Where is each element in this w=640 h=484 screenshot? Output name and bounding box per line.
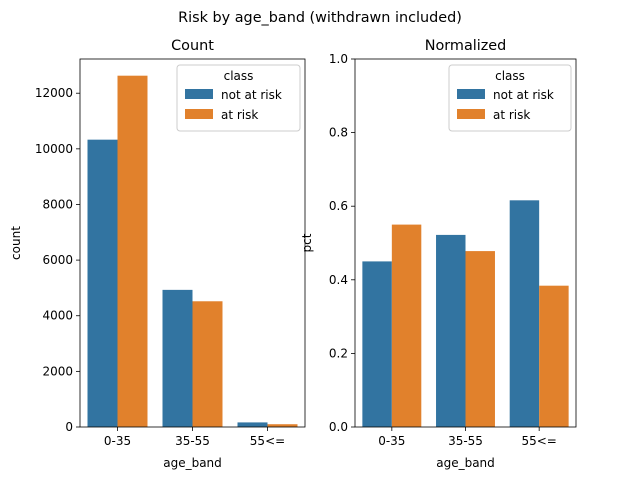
y-tick-label: 0.0: [329, 420, 348, 434]
chart-normalized: 0.0 0.2 0.4 0.6 0.8 1.0 0-35 35-55 55<= age_band p…: [300, 38, 577, 470]
y-tick-label: 6000: [42, 253, 73, 267]
bar-at-risk-55<=: [267, 424, 298, 427]
legend-label-at-risk: at risk: [493, 108, 530, 122]
bar-not-at-risk-35-55: [162, 289, 193, 427]
y-tick-label: 0.8: [329, 126, 348, 140]
chart-title: Count: [171, 38, 214, 54]
bar-not-at-risk-0-35: [87, 139, 118, 427]
bar-at-risk-35-55: [465, 251, 495, 427]
y-axis-label: count: [9, 226, 23, 260]
legend-swatch-at-risk: [457, 109, 485, 119]
y-tick-label: 0.6: [329, 199, 348, 213]
legend-label-not-at-risk: not at risk: [493, 88, 554, 102]
legend: class not at risk at risk: [448, 64, 572, 132]
chart-title: Normalized: [425, 38, 507, 54]
x-tick-label: 35-55: [175, 434, 210, 448]
y-tick-label: 1.0: [329, 52, 348, 66]
x-axis-label: age_band: [163, 456, 222, 470]
y-axis-label: pct: [300, 233, 314, 252]
y-tick-label: 12000: [35, 86, 73, 100]
x-tick-label: 55<=: [521, 434, 556, 448]
bar-not-at-risk-0-35: [362, 261, 392, 427]
bar-not-at-risk-35-55: [436, 234, 466, 427]
x-tick-label: 0-35: [104, 434, 131, 448]
bar-at-risk-0-35: [117, 75, 148, 428]
legend-swatch-not-at-risk: [185, 89, 213, 99]
x-axis-label: age_band: [436, 456, 495, 470]
y-tick-label: 0.4: [329, 273, 348, 287]
legend-swatch-at-risk: [185, 109, 213, 119]
y-tick-label: 2000: [42, 364, 73, 378]
legend-swatch-not-at-risk: [457, 89, 485, 99]
figure-suptitle: Risk by age_band (withdrawn included): [178, 10, 462, 26]
bar-at-risk-35-55: [192, 301, 223, 427]
legend-label-not-at-risk: not at risk: [221, 88, 282, 102]
legend-label-at-risk: at risk: [221, 108, 258, 122]
y-tick-label: 8000: [42, 197, 73, 211]
y-tick-label: 0: [65, 420, 73, 434]
x-tick-label: 0-35: [378, 434, 405, 448]
bar-at-risk-55<=: [539, 285, 569, 427]
y-tick-label: 4000: [42, 309, 73, 323]
legend-title: class: [495, 69, 525, 83]
bar-not-at-risk-55<=: [509, 200, 540, 427]
legend: class not at risk at risk: [176, 64, 301, 132]
legend-title: class: [224, 69, 254, 83]
y-tick-label: 0.2: [329, 346, 348, 360]
bar-at-risk-0-35: [391, 224, 422, 427]
x-tick-label: 55<=: [250, 434, 285, 448]
y-tick-label: 10000: [35, 142, 73, 156]
x-tick-label: 35-55: [448, 434, 483, 448]
chart-count: 0 2000 4000 6000 8000 10000 12000 0-35 35-55 55<=…: [9, 38, 306, 470]
bar-not-at-risk-55<=: [237, 422, 268, 427]
